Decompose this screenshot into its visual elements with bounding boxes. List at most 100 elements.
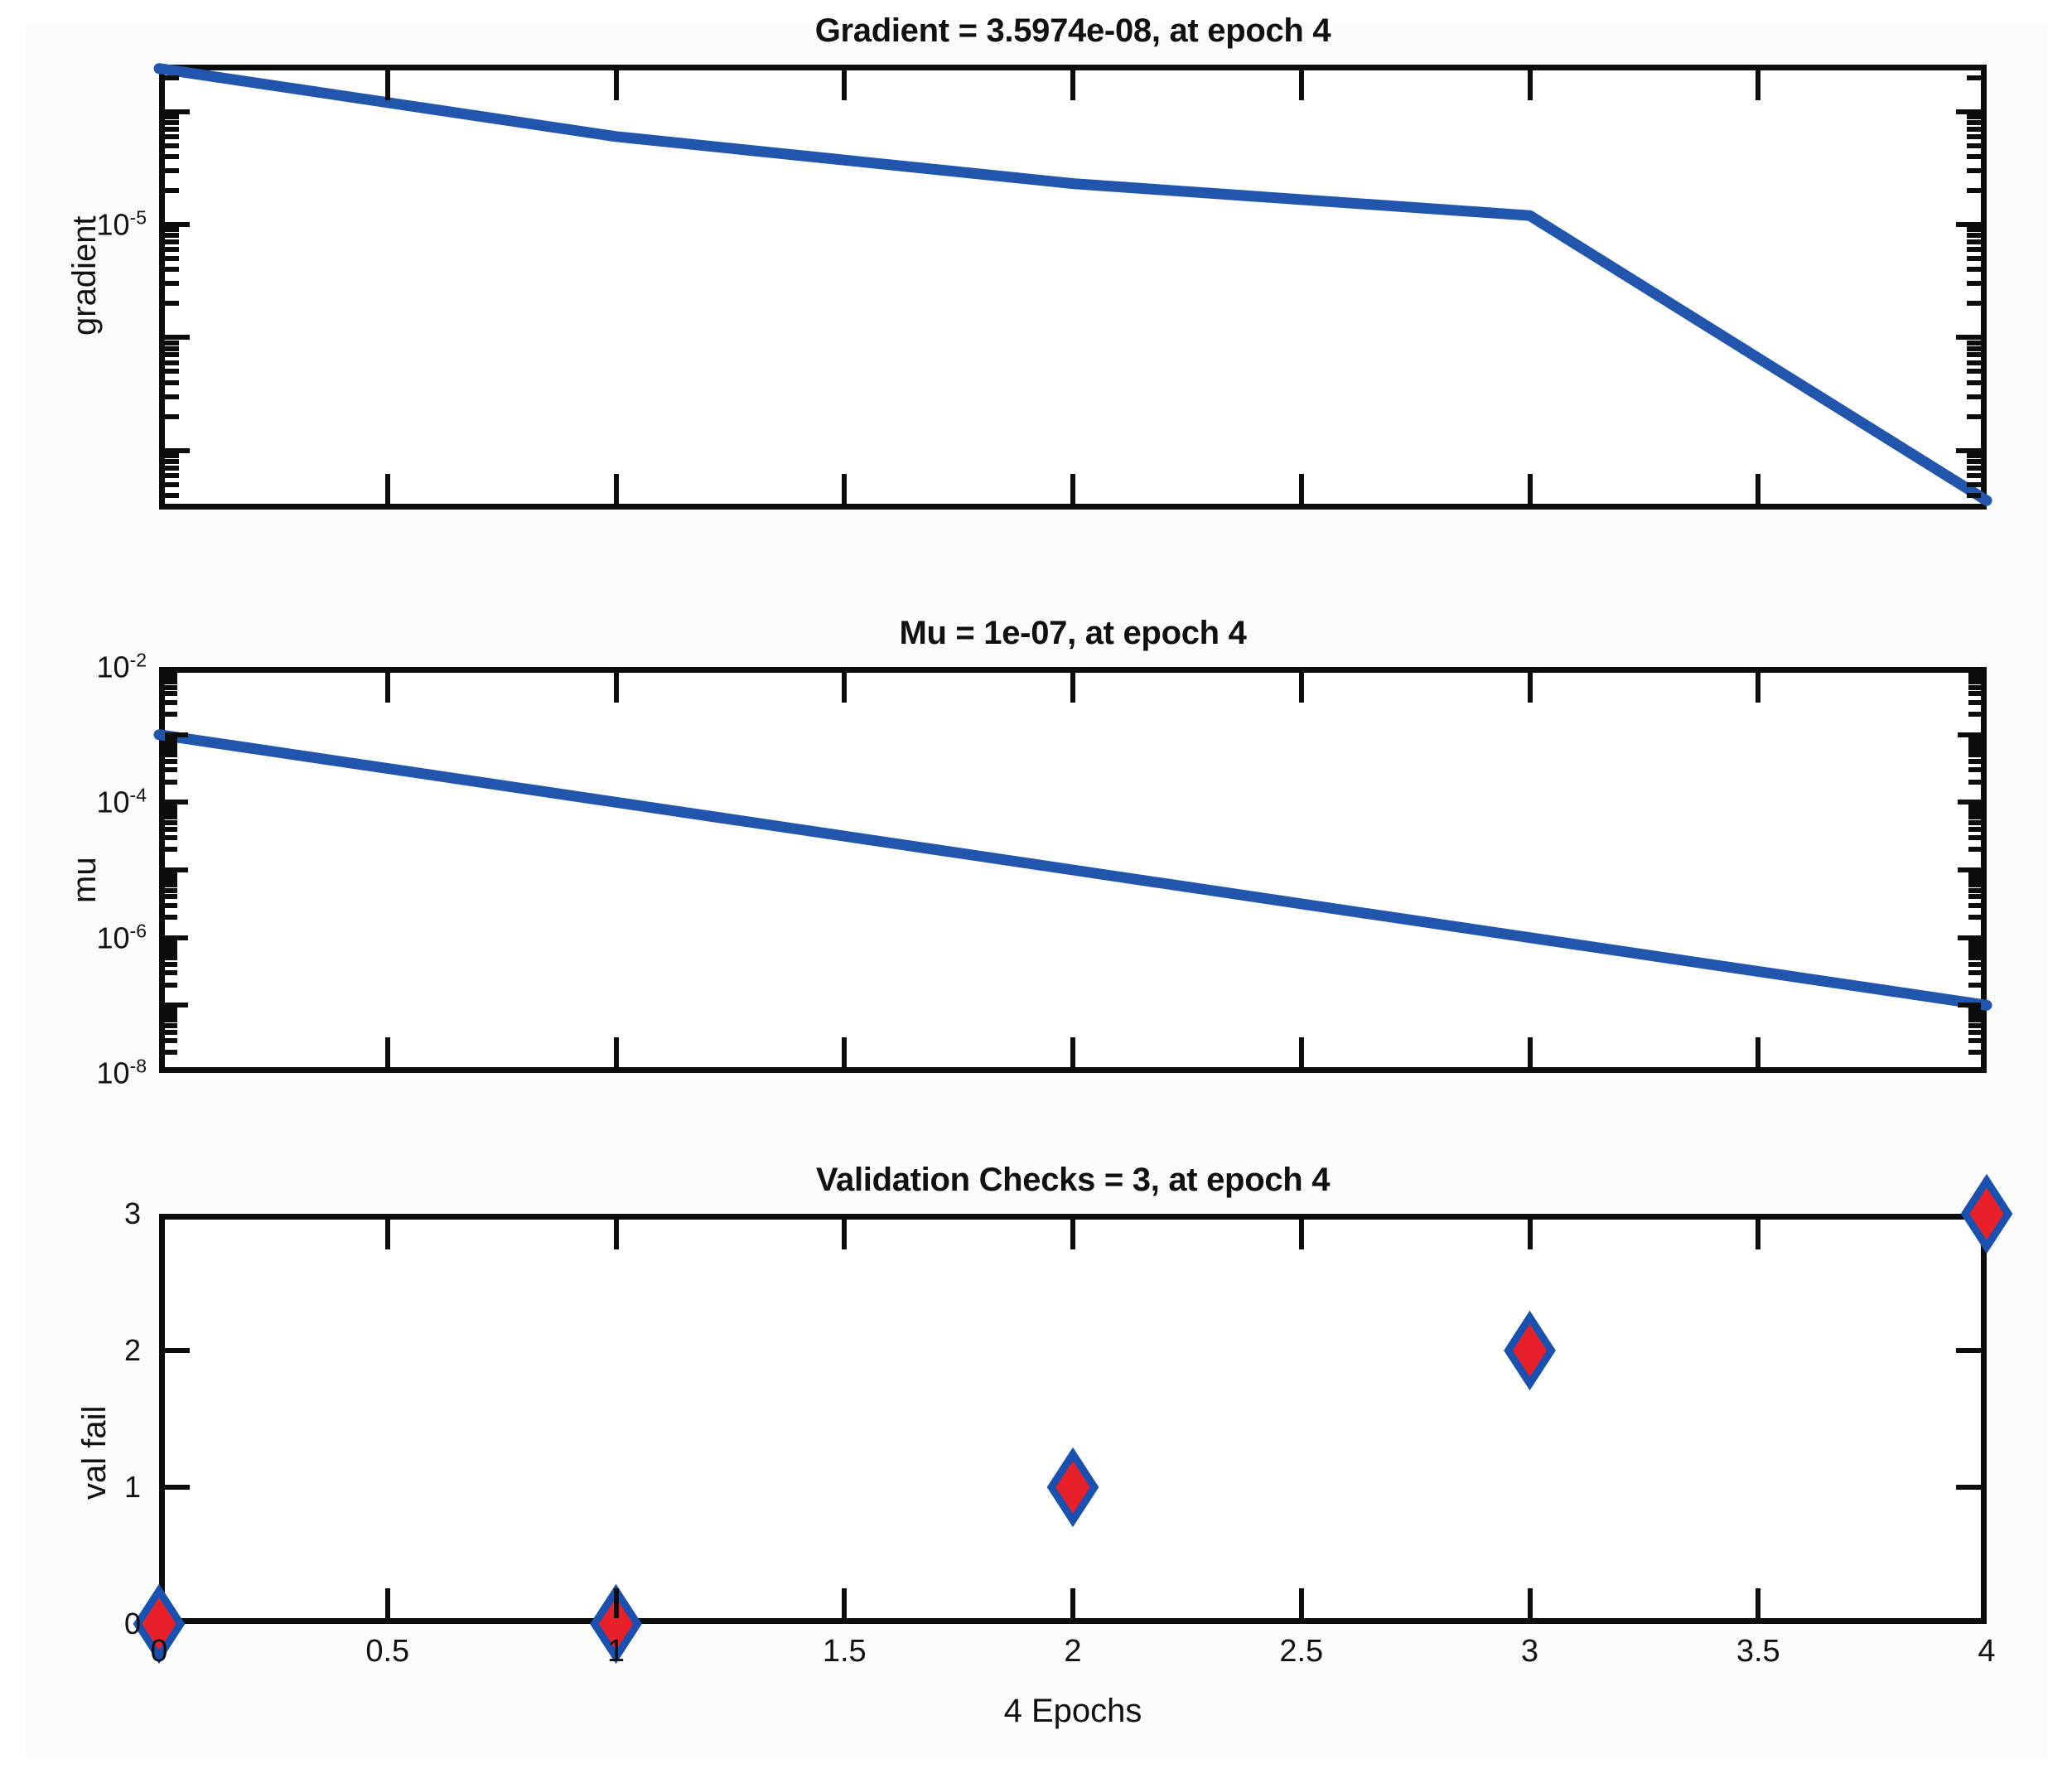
- y-tick-minor-left: [165, 481, 179, 487]
- y-tick-minor-left: [165, 452, 179, 458]
- y-tick-minor-right: [1968, 806, 1981, 812]
- y-tick-minor-left: [165, 835, 177, 841]
- y-tick-minor-right: [1967, 114, 1981, 119]
- x-tick-top: [384, 70, 390, 100]
- x-tick-bottom: [842, 1037, 848, 1067]
- y-tick-label: 10-6: [96, 920, 147, 955]
- y-tick-minor-right: [1967, 167, 1981, 173]
- y-tick-minor-left: [165, 1012, 177, 1018]
- y-tick-minor-right: [1968, 887, 1981, 893]
- validation-checks-plot-title: Validation Checks = 3, at epoch 4: [815, 1162, 1331, 1198]
- mu-ylabel: mu: [66, 857, 103, 903]
- y-tick-minor-left: [165, 340, 179, 345]
- y-tick-minor-left: [165, 281, 179, 287]
- y-tick-minor-right: [1968, 809, 1981, 815]
- y-tick-minor-right: [1968, 982, 1981, 988]
- y-tick-minor-right: [1968, 1017, 1981, 1023]
- mu-subplot: Mu = 1e-07, at epoch 4: [153, 615, 1992, 1073]
- val-fail-marker: [1046, 1447, 1099, 1528]
- y-tick-major-right: [1956, 109, 1981, 114]
- y-tick-minor-left: [165, 233, 179, 239]
- y-tick-major-right: [1958, 800, 1981, 805]
- y-tick-minor-left: [165, 670, 177, 676]
- x-tick-bottom: [613, 1588, 619, 1618]
- y-tick-minor-right: [1968, 955, 1981, 961]
- y-tick-minor-left: [165, 742, 177, 748]
- x-tick-bottom: [613, 474, 619, 504]
- x-tick-bottom: [613, 1037, 619, 1067]
- y-tick-minor-right: [1968, 915, 1981, 920]
- x-tick-top: [1070, 70, 1075, 100]
- x-tick-top: [842, 673, 848, 703]
- y-tick-minor-left: [165, 114, 179, 119]
- y-tick-label: 2: [123, 1333, 141, 1367]
- y-tick-minor-right: [1968, 1050, 1981, 1056]
- y-tick-minor-right: [1967, 267, 1981, 273]
- x-axis-label: 4 Epochs: [1003, 1693, 1142, 1729]
- y-tick-minor-left: [165, 691, 177, 697]
- x-tick-bottom: [384, 474, 390, 504]
- y-tick-label: 3: [123, 1196, 141, 1230]
- y-tick-minor-left: [165, 465, 179, 471]
- x-tick-top: [613, 70, 619, 100]
- y-tick-major-left: [165, 867, 188, 872]
- x-tick-bottom: [1298, 1588, 1304, 1618]
- y-tick-minor-right: [1968, 779, 1981, 785]
- y-tick-minor-right: [1968, 759, 1981, 765]
- y-tick-major-left: [165, 447, 190, 453]
- y-tick-left: [165, 1348, 190, 1353]
- validation-checks-axes-box: [159, 1214, 1987, 1624]
- y-tick-minor-right: [1967, 340, 1981, 345]
- y-tick-minor-left: [165, 674, 177, 680]
- gradient-line-series: [153, 63, 1992, 506]
- y-tick-minor-right: [1968, 941, 1981, 947]
- x-tick-top: [613, 1220, 619, 1249]
- y-tick-minor-right: [1968, 877, 1981, 883]
- y-tick-minor-right: [1967, 481, 1981, 487]
- x-tick-bottom: [842, 474, 848, 504]
- mu-plot-title: Mu = 1e-07, at epoch 4: [899, 615, 1247, 651]
- y-tick-major-left: [165, 109, 190, 114]
- validation-checks-marker-series: [133, 1173, 2013, 1665]
- y-tick-minor-right: [1967, 345, 1981, 351]
- y-tick-minor-right: [1968, 882, 1981, 888]
- x-tick-bottom: [1527, 1588, 1533, 1618]
- y-tick-minor-right: [1967, 227, 1981, 233]
- y-tick-minor-left: [165, 1022, 177, 1028]
- x-tick-bottom: [1756, 1037, 1761, 1067]
- y-tick-minor-right: [1968, 1006, 1981, 1012]
- y-tick-major-left: [165, 935, 188, 940]
- y-tick-minor-right: [1967, 360, 1981, 365]
- y-tick-minor-left: [165, 882, 177, 888]
- x-tick-bottom: [1070, 1037, 1075, 1067]
- y-tick-minor-left: [165, 738, 177, 744]
- y-tick-minor-right: [1967, 352, 1981, 358]
- x-tick-bottom: [1527, 474, 1533, 504]
- y-tick-minor-right: [1967, 119, 1981, 125]
- y-tick-minor-right: [1967, 133, 1981, 139]
- x-tick-bottom: [384, 1588, 390, 1618]
- y-tick-minor-left: [165, 747, 177, 752]
- y-tick-label: 0: [123, 1607, 141, 1640]
- y-tick-minor-right: [1968, 699, 1981, 705]
- y-tick-minor-right: [1968, 902, 1981, 908]
- y-tick-minor-right: [1968, 938, 1981, 944]
- y-tick-minor-left: [165, 352, 179, 358]
- y-tick-minor-left: [165, 1006, 177, 1012]
- x-tick-top: [613, 673, 619, 703]
- y-tick-minor-right: [1967, 187, 1981, 193]
- x-tick-top: [384, 673, 390, 703]
- y-tick-minor-right: [1967, 379, 1981, 385]
- y-tick-minor-left: [165, 712, 177, 718]
- x-tick-bottom: [1070, 1588, 1075, 1618]
- gradient-subplot: Gradient = 3.5974e-08, at epoch 4: [153, 12, 1992, 510]
- y-tick-minor-left: [165, 360, 179, 365]
- x-tick-bottom: [1756, 1588, 1761, 1618]
- val-fail-marker: [1960, 1173, 2013, 1254]
- y-tick-minor-left: [165, 752, 177, 758]
- x-tick-top: [1070, 1220, 1075, 1249]
- y-tick-minor-right: [1968, 670, 1981, 676]
- y-tick-minor-right: [1967, 465, 1981, 471]
- y-tick-minor-left: [165, 133, 179, 139]
